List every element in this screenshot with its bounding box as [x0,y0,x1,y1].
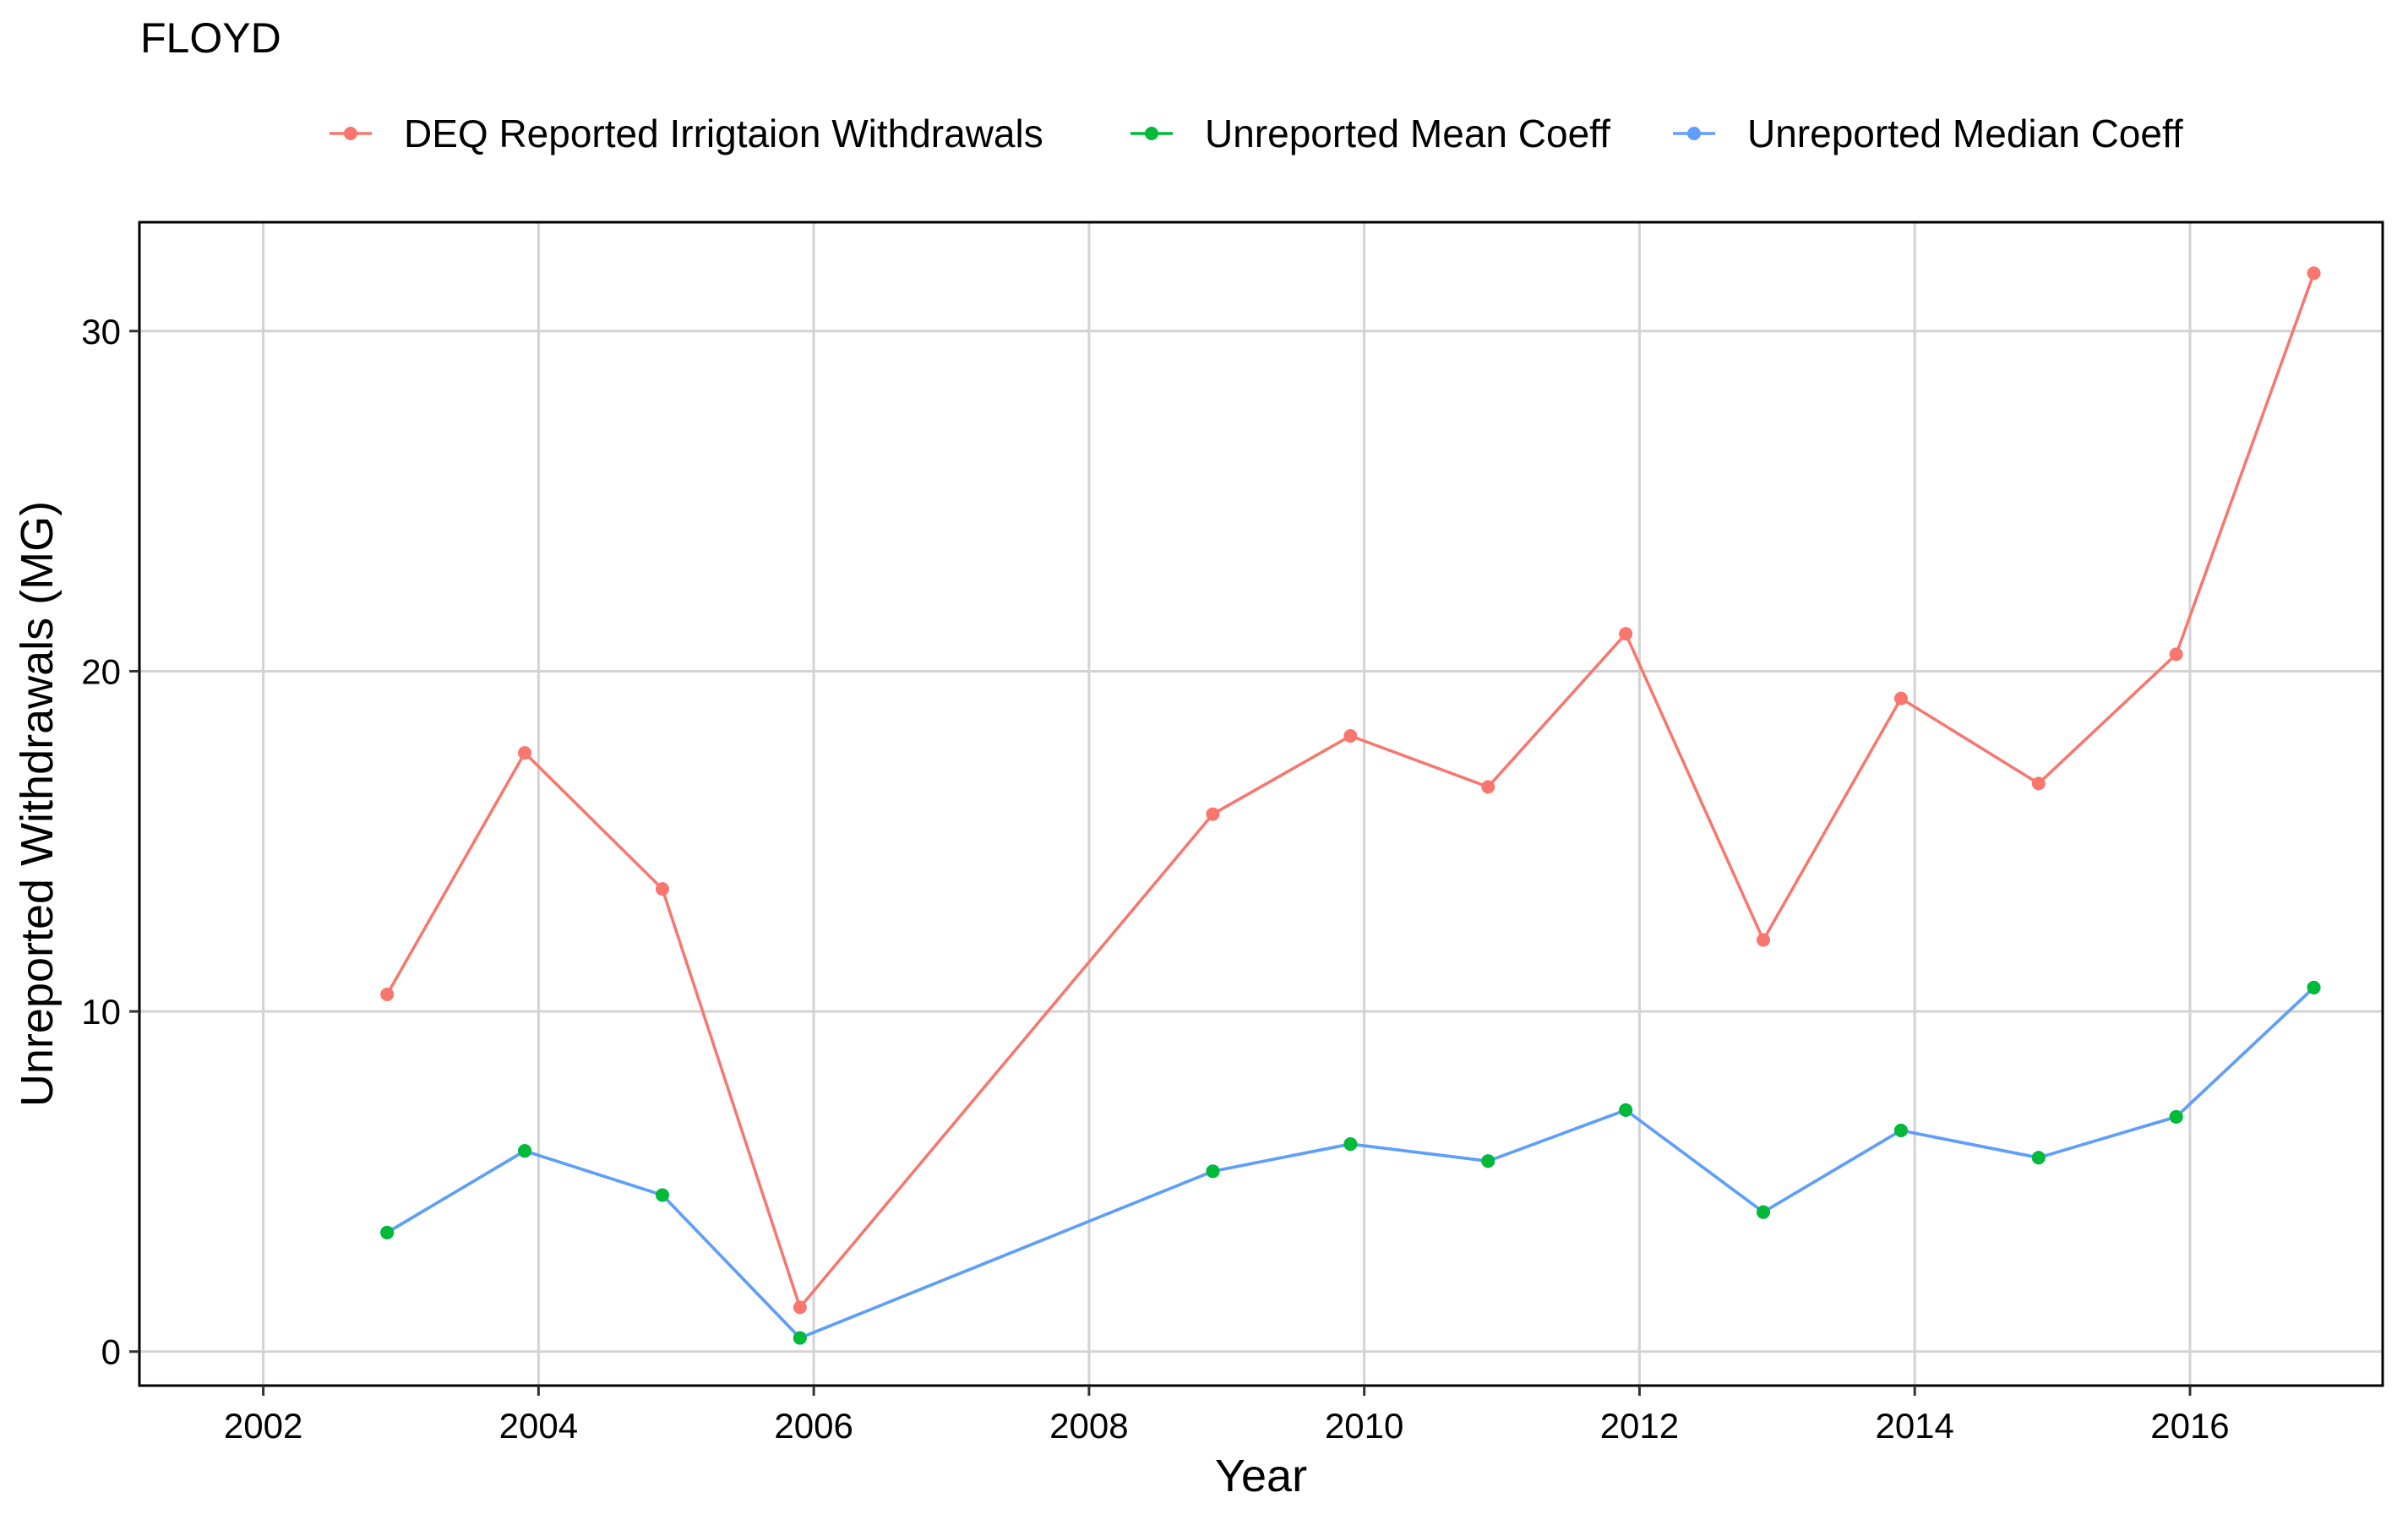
x-tick-label: 2008 [1049,1406,1128,1446]
data-point [518,746,532,760]
y-tick-label: 10 [81,992,121,1032]
y-tick-label: 0 [101,1332,121,1372]
x-axis-title: Year [1215,1451,1307,1501]
x-tick-label: 2010 [1325,1406,1403,1446]
data-point [1619,627,1633,641]
legend-item-3: Unreported Median Coeff [1673,112,2183,155]
data-point [793,1331,807,1345]
legend: DEQ Reported Irrigtaion Withdrawals Unrep… [330,112,2183,155]
legend-label: Unreported Mean Coeff [1205,112,1610,155]
data-point [380,1225,395,1239]
legend-key-point [1145,127,1158,140]
data-point [2169,1109,2183,1124]
data-point [2307,266,2321,280]
data-point [1206,807,1220,821]
data-point [1343,728,1358,743]
data-point [2031,776,2046,791]
y-axis-title: Unreported Withdrawals (MG) [12,501,63,1107]
series-line [386,986,2315,1340]
data-point [1757,1205,1771,1219]
plot-panel-border [138,221,2384,1387]
y-tick-label: 30 [81,312,121,351]
data-point [380,987,395,1001]
x-tick-label: 2004 [499,1406,578,1446]
legend-key-point [1687,127,1701,140]
grid-lines [139,222,2383,1386]
series-1 [385,272,2316,1310]
data-point [1343,1137,1358,1152]
legend-item-1: DEQ Reported Irrigtaion Withdrawals [330,112,1043,155]
data-point [793,1300,807,1315]
x-tick-label: 2012 [1600,1406,1679,1446]
chart-title: FLOYD [140,14,281,62]
data-point [1206,1164,1220,1179]
data-point [2169,647,2183,662]
legend-label: Unreported Median Coeff [1747,112,2183,155]
data-point [1893,1124,1908,1138]
data-point [1893,691,1908,705]
legend-key-point [344,127,357,140]
y-tick-label: 20 [81,651,121,691]
data-point [1757,933,1771,947]
series-line [386,986,2315,1340]
data-point [1481,780,1495,794]
data-point [655,1188,669,1202]
series-points-2 [380,980,2321,1345]
data-point [1481,1154,1495,1168]
legend-label: DEQ Reported Irrigtaion Withdrawals [404,112,1043,155]
data-point [1619,1103,1633,1117]
series-line [385,272,2316,1310]
legend-item-2: Unreported Mean Coeff [1130,112,1610,155]
data-point [518,1144,532,1158]
data-point [655,882,669,896]
series-layer [380,266,2321,1345]
series-2 [386,986,2315,1340]
x-tick-label: 2016 [2150,1406,2229,1446]
series-points-1 [380,266,2321,1315]
axes: 2002 2004 2006 2008 2010 2012 2014 2016 0 10 20 30 [81,312,2229,1446]
series-3 [386,986,2315,1340]
data-point [2307,980,2321,994]
x-tick-label: 2014 [1875,1406,1953,1446]
x-tick-label: 2002 [224,1406,302,1446]
data-point [2031,1151,2046,1165]
series-points-3 [380,980,2321,1345]
x-tick-label: 2006 [774,1406,853,1446]
